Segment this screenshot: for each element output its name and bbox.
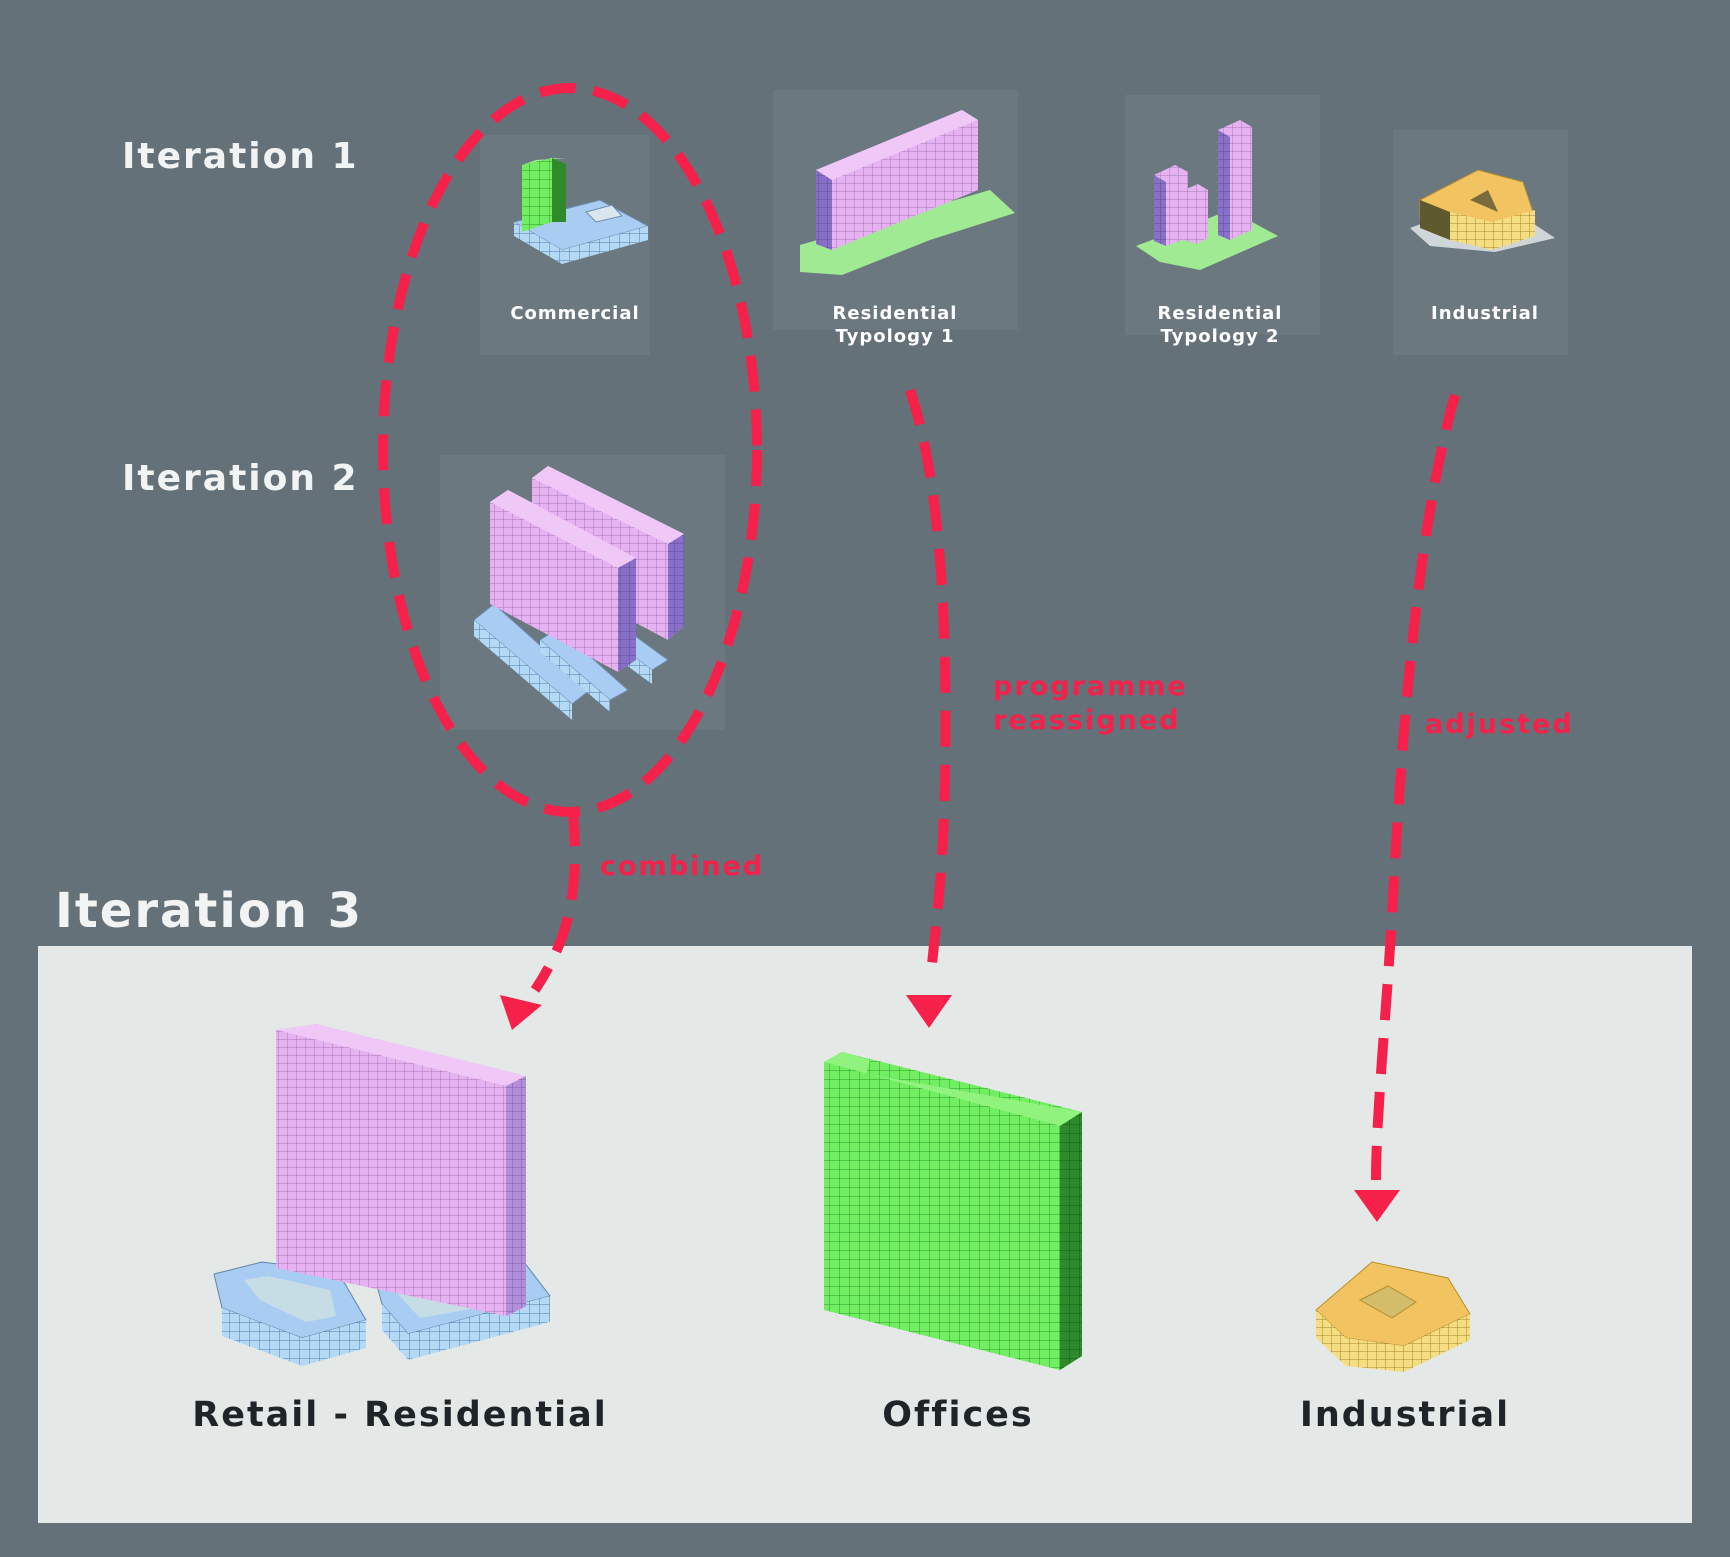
retail-residential-building — [213, 1024, 551, 1366]
reassigned-annotation: programme reassigned — [993, 671, 1188, 736]
iteration-2-building — [440, 455, 725, 730]
combined-annotation: combined — [600, 851, 765, 882]
residential-typology-1-thumbnail — [773, 90, 1018, 330]
iteration-2-label: Iteration 2 — [122, 458, 359, 499]
flow-arrows — [378, 83, 1460, 1181]
iteration-3-label: Iteration 3 — [55, 883, 364, 939]
adjusted-arrowhead — [1354, 1190, 1400, 1222]
commercial-label: Commercial — [510, 303, 640, 324]
combined-arrow-line — [530, 809, 580, 993]
residential-typology-1-label: Residential Typology 1 — [832, 303, 958, 347]
reassigned-arrowhead — [906, 995, 952, 1028]
industrial-thumbnail — [1393, 130, 1568, 355]
offices-building — [824, 1052, 1082, 1370]
industrial-label-iteration-1: Industrial — [1431, 303, 1539, 324]
adjusted-annotation: adjusted — [1425, 709, 1574, 740]
adjusted-arrow-line — [1371, 393, 1460, 1181]
iteration-1-label: Iteration 1 — [122, 136, 359, 177]
commercial-thumbnail — [480, 135, 650, 355]
offices-label: Offices — [882, 1395, 1034, 1435]
reassigned-arrow-line — [905, 388, 951, 966]
residential-typology-2-label: Residential Typology 2 — [1157, 303, 1283, 347]
industrial-label-iteration-3: Industrial — [1299, 1395, 1511, 1435]
combined-arrowhead — [500, 995, 542, 1030]
retail-residential-label: Retail - Residential — [192, 1395, 608, 1435]
residential-typology-2-thumbnail — [1125, 95, 1320, 335]
arrowheads — [500, 995, 1400, 1222]
industrial-building — [1315, 1261, 1471, 1372]
